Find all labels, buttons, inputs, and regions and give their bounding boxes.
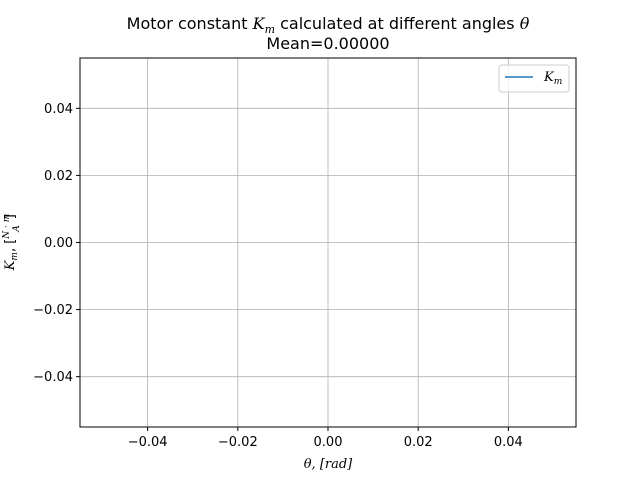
legend-label-km: Km <box>543 70 562 87</box>
x-tick-label: −0.02 <box>218 435 258 450</box>
y-tick-label: 0.02 <box>44 169 73 184</box>
x-tick-label: −0.04 <box>128 435 168 450</box>
y-axis-label: Km, [N · mA] <box>2 214 22 272</box>
y-tick-label: −0.02 <box>33 303 73 318</box>
svg-text:Km, [N · mA]: Km, [N · mA] <box>2 214 22 272</box>
y-tick-label: 0.04 <box>44 102 73 117</box>
chart-title: Motor constant Km calculated at differen… <box>127 14 530 36</box>
x-axis-label: θ, [rad] <box>304 457 353 472</box>
y-tick-label: −0.04 <box>33 370 73 385</box>
x-tick-label: 0.02 <box>404 435 433 450</box>
grid <box>80 58 576 427</box>
x-tick-label: 0.00 <box>314 435 343 450</box>
y-tick-label: 0.00 <box>44 236 73 251</box>
chart-subtitle: Mean=0.00000 <box>266 34 389 53</box>
legend: Km <box>498 64 570 93</box>
axis-ticks: −0.04 −0.02 0.00 0.02 0.04 −0.04 −0.02 0.00 0.02… <box>33 102 523 450</box>
x-tick-label: 0.04 <box>494 435 523 450</box>
